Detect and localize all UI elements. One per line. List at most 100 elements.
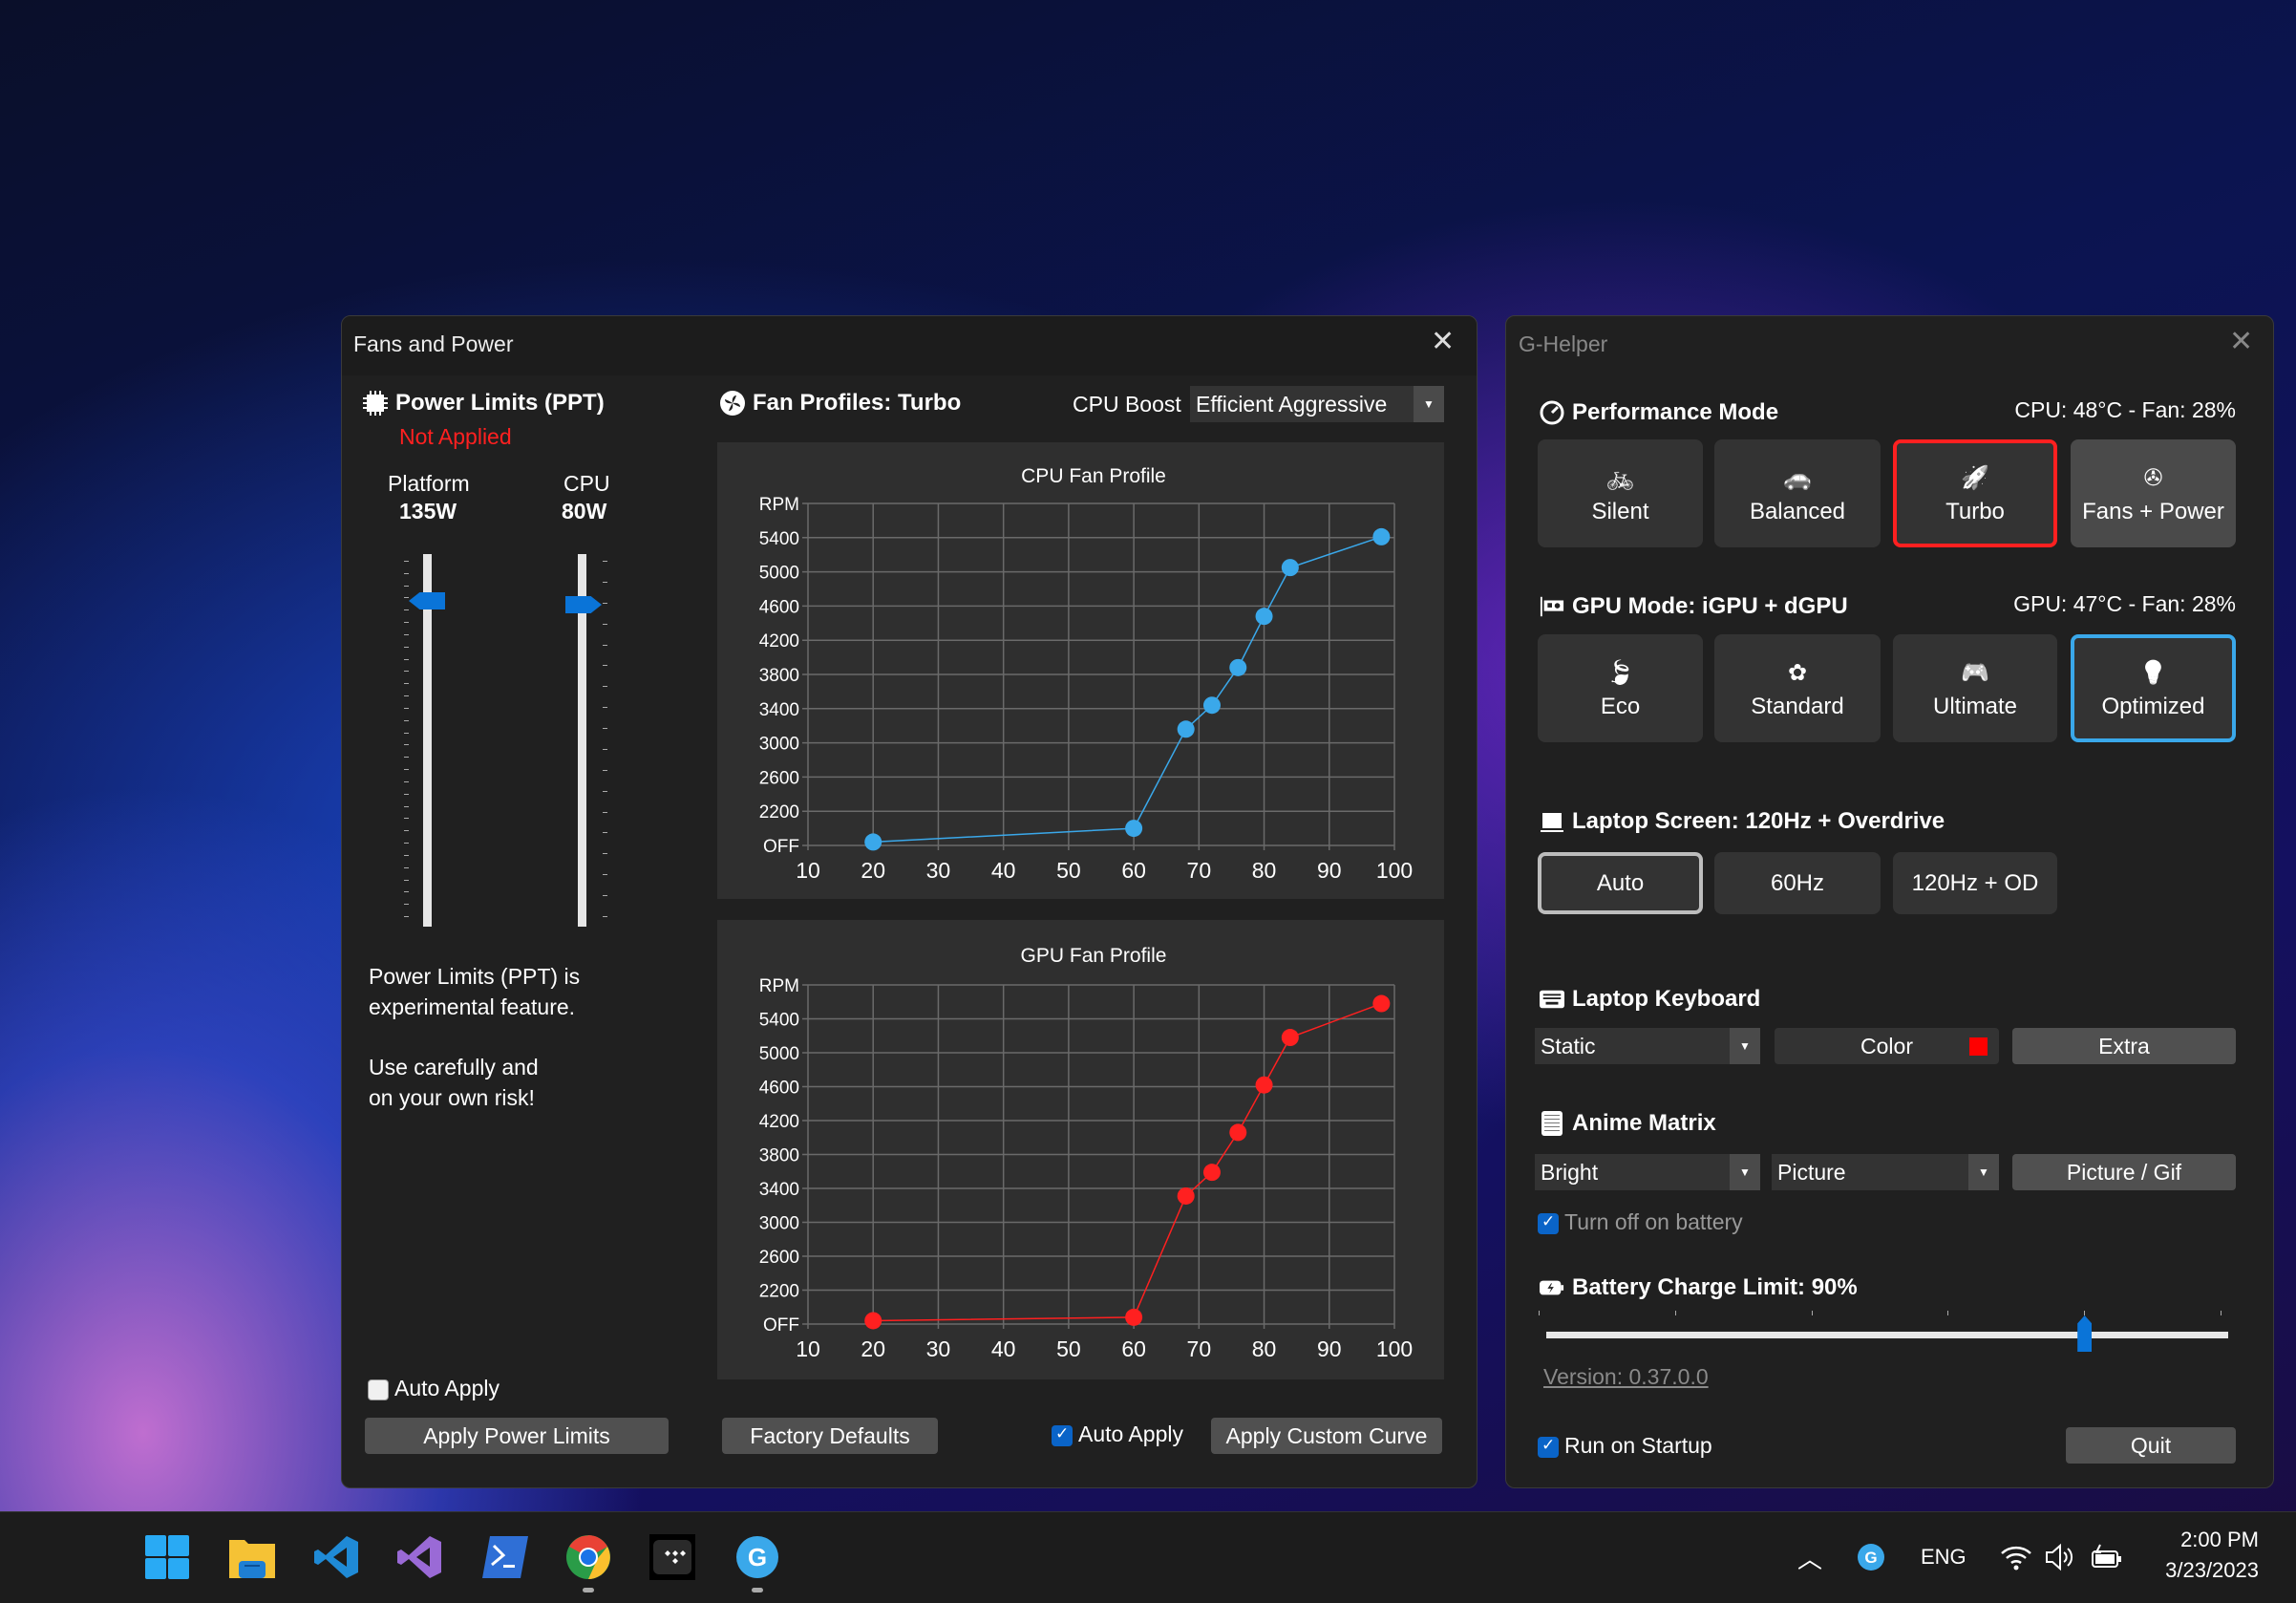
run-on-startup-checkbox[interactable]: Run on Startup [1538,1433,1712,1459]
laptop-icon [1540,809,1564,834]
cpu-slider-thumb[interactable] [565,596,602,613]
checkbox-box[interactable] [1538,1436,1559,1458]
y-tick-label: 2600 [759,1248,799,1268]
anime-brightness-select[interactable]: Bright ▼ [1535,1154,1760,1190]
screen-auto-button[interactable]: Auto [1538,852,1703,914]
fan-curve-point[interactable] [1229,1123,1247,1142]
clock-date[interactable]: 3/23/2023 [2165,1558,2259,1582]
x-tick-label: 10 [796,1336,820,1361]
g-helper-icon[interactable]: G [733,1533,781,1581]
chevron-up-icon[interactable]: ︿ [1796,1544,1822,1573]
window-title: Fans and Power [353,331,514,356]
keyboard-color-button[interactable]: Color [1775,1028,1999,1064]
checkbox-box[interactable] [1538,1212,1559,1234]
clock-time[interactable]: 2:00 PM [2180,1528,2259,1551]
wifi-icon[interactable] [1992,1533,2040,1581]
battery-icon[interactable] [2083,1533,2131,1581]
gpu-card-icon [1540,594,1564,619]
battery-slider-track[interactable] [1546,1332,2228,1338]
fan-curve-point[interactable] [864,1312,882,1330]
slider-tick [1539,1311,1540,1315]
g-helper-tray-icon[interactable]: G [1847,1533,1895,1581]
slider-tick [603,790,607,792]
anime-mode-select[interactable]: Picture ▼ [1772,1154,1999,1190]
x-tick-label: 60 [1121,858,1146,883]
screen-60hz-button[interactable]: 60Hz [1714,852,1881,914]
file-explorer-icon[interactable] [228,1533,276,1581]
platform-slider-thumb[interactable] [409,592,445,609]
gpu-fan-chart[interactable]: GPU Fan Profile 10 20 30 40 50 60 70 80 90 100 OFF 2… [717,920,1444,1379]
tidal-icon[interactable] [648,1533,696,1581]
performance-mode-balanced-button[interactable]: 🚗 Balanced [1714,439,1881,547]
fan-curve-point[interactable] [864,833,882,851]
performance-mode-silent-button[interactable]: 🚲 Silent [1538,439,1703,547]
checkbox-box[interactable] [368,1379,389,1400]
cpu-slider-track[interactable] [578,554,586,927]
fan-auto-apply-checkbox[interactable]: Auto Apply [1052,1421,1183,1447]
fan-curve-point[interactable] [1202,696,1221,715]
ppt-note-line2: experimental feature. [369,994,576,1019]
screen-option-label: 120Hz + OD [1911,869,2039,896]
quit-button[interactable]: Quit [2066,1427,2236,1464]
factory-defaults-button[interactable]: Factory Defaults [722,1418,938,1454]
cpu-boost-select[interactable]: Efficient Aggressive ▼ [1190,386,1444,422]
vscode-icon[interactable] [313,1533,361,1581]
start-icon[interactable] [143,1533,191,1581]
chevron-down-icon[interactable]: ▼ [1414,386,1444,422]
fan-curve-point[interactable] [1202,1164,1221,1182]
platform-slider-track[interactable] [423,554,432,927]
keyboard-extra-button[interactable]: Extra [2012,1028,2236,1064]
slider-tick [404,818,409,820]
fan-curve-point[interactable] [1255,608,1273,626]
apply-custom-curve-button[interactable]: Apply Custom Curve [1211,1418,1442,1454]
slider-tick [2084,1311,2086,1315]
fan-curve-point[interactable] [1281,1029,1299,1047]
screen-120hz-od-button[interactable]: 120Hz + OD [1893,852,2057,914]
chevron-down-icon[interactable]: ▼ [1730,1154,1760,1190]
fan-curve-point[interactable] [1125,1308,1143,1326]
close-button[interactable]: ✕ [1431,326,1456,357]
apply-power-limits-button[interactable]: Apply Power Limits [365,1418,669,1454]
fan-curve-point[interactable] [1125,820,1143,838]
fan-curve-point[interactable] [1281,559,1299,577]
chevron-down-icon[interactable]: ▼ [1730,1028,1760,1064]
fan-curve-point[interactable] [1372,527,1391,545]
version-link[interactable]: Version: 0.37.0.0 [1543,1364,1709,1389]
chrome-icon[interactable] [564,1533,612,1581]
gpu-mode-optimized-button[interactable]: 💡 Optimized [2071,634,2236,742]
performance-mode-turbo-button[interactable]: 🚀 Turbo [1893,439,2057,547]
powershell-icon[interactable] [481,1533,529,1581]
fan-curve-point[interactable] [1177,720,1195,738]
visual-studio-icon[interactable] [396,1533,444,1581]
slider-tick [603,644,607,646]
close-button[interactable]: ✕ [2229,326,2254,357]
keyboard-mode-select[interactable]: Static ▼ [1535,1028,1760,1064]
checkbox-box[interactable] [1052,1424,1073,1446]
y-tick-label: 5400 [759,1011,799,1031]
speedometer-icon [1540,400,1564,425]
turn-off-on-battery-label: Turn off on battery [1564,1209,1743,1234]
picture-gif-button[interactable]: Picture / Gif [2012,1154,2236,1190]
fan-curve-point[interactable] [1229,658,1247,676]
chevron-down-icon[interactable]: ▼ [1968,1154,1999,1190]
slider-tick [404,695,409,697]
fan-curve-point[interactable] [1372,994,1391,1013]
gpu-mode-ultimate-button[interactable]: 🎮 Ultimate [1893,634,2057,742]
keyboard-icon [1540,987,1564,1012]
slider-tick [1674,1311,1676,1315]
gpu-mode-standard-button[interactable]: ✿ Standard [1714,634,1881,742]
mode-label: Eco [1600,693,1641,719]
battery-slider-thumb[interactable] [2077,1315,2093,1352]
fan-curve-point[interactable] [1177,1186,1195,1205]
slider-tick [603,623,607,625]
y-tick-label: 5000 [759,564,799,584]
performance-mode-fans-power-button[interactable]: ✇ Fans + Power [2071,439,2236,547]
language-indicator[interactable]: ENG [1921,1545,1966,1569]
turn-off-on-battery-checkbox[interactable]: Turn off on battery [1538,1209,1743,1235]
cpu-fan-chart[interactable]: CPU Fan Profile 10 20 30 40 50 60 70 80 90 100 OFF 2… [717,442,1444,899]
fan-curve-point[interactable] [1255,1076,1273,1094]
y-tick-label: 3400 [759,1180,799,1200]
gpu-mode-eco-button[interactable]: 🍃 Eco [1538,634,1703,742]
ppt-auto-apply-checkbox[interactable]: Auto Apply [368,1376,500,1401]
volume-icon[interactable] [2036,1533,2084,1581]
